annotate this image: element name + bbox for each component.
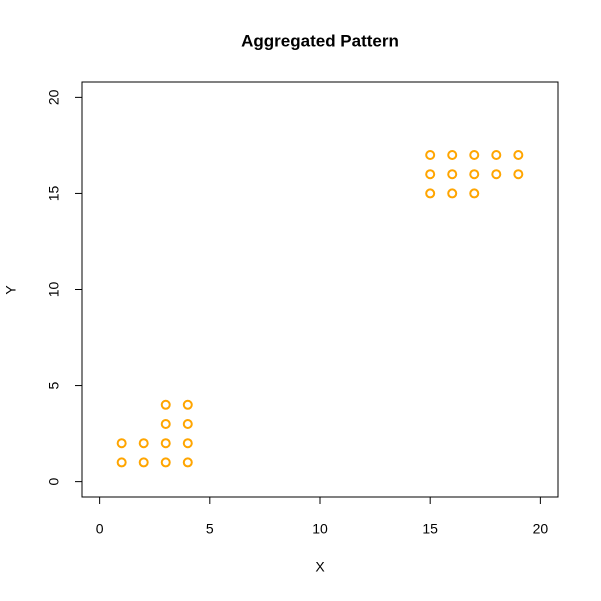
point — [160, 399, 171, 410]
y-tick-label: 10 — [46, 282, 62, 298]
point — [447, 188, 458, 199]
point — [469, 169, 480, 180]
point — [513, 169, 524, 180]
point — [182, 399, 193, 410]
point — [425, 150, 436, 161]
point — [138, 457, 149, 468]
point — [469, 188, 480, 199]
point — [491, 169, 502, 180]
y-tick-label: 5 — [46, 381, 62, 389]
point — [513, 150, 524, 161]
point — [447, 169, 458, 180]
point — [160, 438, 171, 449]
x-tick-label: 0 — [96, 521, 104, 537]
point — [182, 457, 193, 468]
point — [447, 150, 458, 161]
x-tick-label: 20 — [533, 521, 549, 537]
y-tick-label: 15 — [46, 185, 62, 201]
chart-title: Aggregated Pattern — [241, 31, 399, 50]
y-tick-label: 20 — [46, 89, 62, 105]
point — [469, 150, 480, 161]
x-tick-label: 10 — [312, 521, 328, 537]
point — [425, 169, 436, 180]
y-tick-label: 0 — [46, 478, 62, 486]
y-axis-label: Y — [3, 285, 19, 295]
point — [491, 150, 502, 161]
point — [182, 418, 193, 429]
point — [425, 188, 436, 199]
point — [160, 418, 171, 429]
point — [182, 438, 193, 449]
x-axis-label: X — [315, 559, 325, 575]
point — [116, 457, 127, 468]
point — [138, 438, 149, 449]
x-tick-label: 5 — [206, 521, 214, 537]
point — [160, 457, 171, 468]
x-tick-label: 15 — [422, 521, 438, 537]
point — [116, 438, 127, 449]
